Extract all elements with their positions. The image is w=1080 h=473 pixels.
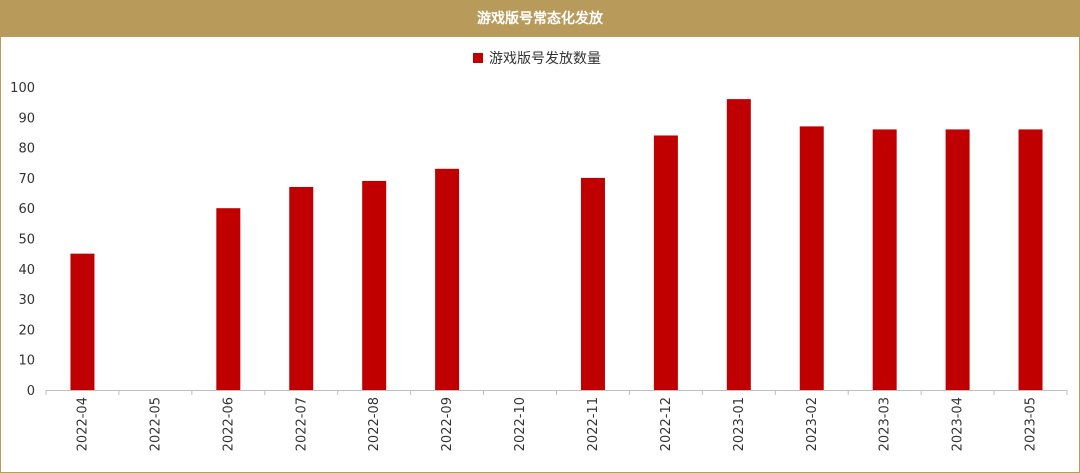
x-tick-label: 2022-06 <box>221 397 236 451</box>
y-tick-label: 50 <box>18 233 35 248</box>
y-tick-label: 90 <box>18 111 35 126</box>
x-tick-label: 2023-05 <box>1024 397 1039 451</box>
y-tick-label: 20 <box>18 323 35 338</box>
x-tick-label: 2023-01 <box>732 397 747 451</box>
bar <box>653 135 678 390</box>
x-tick-label: 2022-07 <box>294 397 309 451</box>
bar <box>435 168 460 390</box>
y-tick-label: 60 <box>18 202 35 217</box>
x-tick-label: 2022-12 <box>659 397 674 451</box>
y-tick-label: 0 <box>27 384 35 399</box>
bars <box>70 99 1043 391</box>
legend-swatch <box>473 53 483 63</box>
x-tick-label: 2022-09 <box>440 397 455 451</box>
bar <box>216 208 241 390</box>
x-tick-label: 2022-08 <box>367 397 382 451</box>
x-tick-label: 2022-04 <box>75 397 90 451</box>
x-tick-label: 2022-10 <box>513 397 528 451</box>
x-axis: 2022-04 2022-05 2022-06 2022-07 2022-08 2022-… <box>45 390 1068 451</box>
bar <box>289 186 314 390</box>
bar <box>70 253 95 390</box>
x-tick-label: 2022-05 <box>148 397 163 451</box>
legend-label: 游戏版号发放数量 <box>489 51 601 67</box>
bar <box>580 177 605 390</box>
x-tick-label: 2023-03 <box>878 397 893 451</box>
y-tick-label: 70 <box>18 172 35 187</box>
bar <box>799 126 824 390</box>
bar <box>726 99 751 391</box>
y-tick-label: 30 <box>18 293 35 308</box>
bar <box>945 129 970 391</box>
page-title: 游戏版号常态化发放 <box>1 1 1079 37</box>
x-tick-label: 2023-04 <box>951 397 966 451</box>
y-tick-label: 80 <box>18 142 35 157</box>
x-tick-label: 2022-11 <box>586 397 601 451</box>
bar <box>362 180 387 390</box>
y-tick-label: 40 <box>18 263 35 278</box>
legend: 游戏版号发放数量 <box>473 51 601 67</box>
y-axis: 0 10 20 30 40 50 60 70 80 90 100 <box>10 81 35 399</box>
x-tick-label: 2023-02 <box>805 397 820 451</box>
y-tick-label: 100 <box>10 81 35 96</box>
bar <box>872 129 897 391</box>
bar <box>1018 129 1043 391</box>
y-tick-label: 10 <box>18 354 35 369</box>
